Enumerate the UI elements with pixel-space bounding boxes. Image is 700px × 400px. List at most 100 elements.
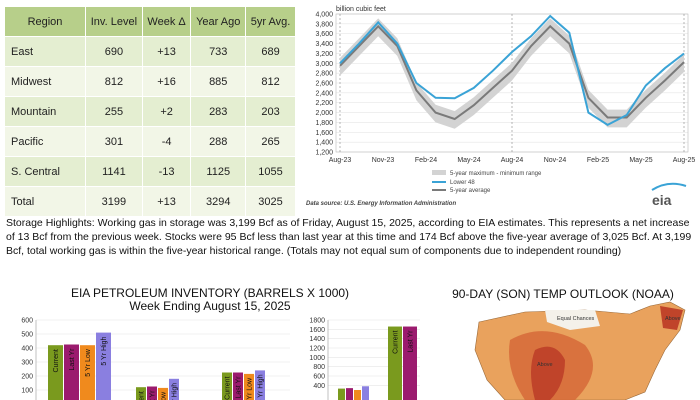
- series-5yr-average: [339, 24, 685, 121]
- cell-region: East: [4, 36, 86, 67]
- cell-value: 3199: [85, 186, 143, 217]
- table-row: Midwest 812 +16 885 812: [4, 66, 296, 97]
- strong-above-region: [531, 346, 565, 400]
- legend-lower48: Lower 48: [450, 180, 475, 186]
- petro-y-tick: 500: [21, 332, 33, 339]
- legend-avg: 5-year average: [450, 188, 491, 194]
- cell-value: 689: [245, 36, 296, 67]
- petro-bar-label: Last Yr: [150, 390, 157, 400]
- cell-value: 301: [85, 126, 143, 157]
- petro-y-tick: 600: [313, 374, 325, 381]
- y-tick-label: 2,600: [315, 81, 333, 88]
- y-tick-label: 3,400: [315, 41, 333, 48]
- petro-bar-label: Current: [393, 330, 400, 353]
- table-row: Mountain 255 +2 283 203: [4, 96, 296, 127]
- x-tick-label: Nov-23: [372, 157, 395, 164]
- temp-outlook-map: Equal Chances Above Above: [474, 301, 686, 400]
- x-tick-label: May-25: [629, 157, 652, 164]
- cell-value: 1125: [190, 156, 247, 187]
- y-tick-label: 1,600: [315, 130, 333, 137]
- y-tick-label: 1,800: [315, 120, 333, 127]
- storage-chart-y-ticks: 4,000 3,800 3,600 3,400 3,200 3,000 2,800 2,600…: [315, 12, 333, 157]
- petro-y-tick: 100: [21, 388, 33, 395]
- storage-chart: billion cubic feet 4,000 3,800 3,600 3,400 3…: [306, 6, 696, 208]
- petro-bar-label: 5 Yr Low: [247, 377, 254, 400]
- petro-y-tick: 1800: [309, 318, 325, 325]
- y-tick-label: 1,400: [315, 140, 333, 147]
- cell-region: S. Central: [4, 156, 86, 187]
- petro-bar: [354, 390, 361, 400]
- petro-bar: [64, 344, 79, 400]
- petro-bar: [403, 326, 417, 400]
- petro-bar: [169, 378, 179, 400]
- petro-bar: [147, 386, 157, 400]
- petroleum-title: EIA PETROLEUM INVENTORY (BARRELS X 1000)…: [60, 287, 360, 313]
- cell-region: Pacific: [4, 126, 86, 157]
- petro-bar-label: 5 Yr Low: [85, 348, 92, 376]
- petro-bar-label: 5 Yr High: [101, 337, 108, 366]
- cell-value: -4: [141, 126, 192, 157]
- petro-bar: [244, 373, 254, 400]
- table-row-total: Total 3199 +13 3294 3025: [4, 186, 296, 217]
- petro-y-tick: 800: [313, 364, 325, 371]
- table-row: East 690 +13 733 689: [4, 36, 296, 67]
- x-tick-label: Aug-25: [673, 157, 696, 164]
- petro-y-tick: 400: [21, 346, 33, 353]
- x-tick-label: Aug-23: [329, 157, 352, 164]
- petro-bar: [233, 372, 243, 400]
- cell-value: +13: [141, 186, 192, 217]
- petro-bar: [158, 387, 168, 400]
- x-tick-label: Aug-24: [501, 157, 524, 164]
- table-row: S. Central 1141 -13 1125 1055: [4, 156, 296, 187]
- petro-bar: [388, 326, 402, 400]
- petro-bar: [362, 386, 369, 400]
- petro-bar: [346, 388, 353, 400]
- label-above-ne: Above: [665, 316, 681, 322]
- petro-bar-label: 5 Yr High: [258, 374, 265, 400]
- storage-table: Region Inv. Level Week Δ Year Ago 5yr Av…: [4, 6, 296, 217]
- petro-bar: [338, 388, 345, 400]
- storage-highlights: Storage Highlights: Working gas in stora…: [6, 217, 692, 257]
- label-above: Above: [537, 362, 553, 368]
- petro-bar: [255, 370, 265, 400]
- petro-bar-label: Current: [139, 391, 146, 400]
- series-lower-48: [339, 14, 685, 127]
- y-tick-label: 2,400: [315, 90, 333, 97]
- section-divider: [0, 270, 700, 271]
- petro-bar: [96, 332, 111, 400]
- eia-logo: eia: [651, 182, 687, 208]
- petro-y-tick: 300: [21, 360, 33, 367]
- petro-y-tick: 1200: [309, 346, 325, 353]
- petro-y-tick: 1600: [309, 327, 325, 334]
- cell-value: 1055: [245, 156, 296, 187]
- data-source: Data source: U.S. Energy Information Adm…: [306, 201, 456, 207]
- legend-range: 5-year maximum - minimum range: [450, 171, 542, 177]
- cell-value: +16: [141, 66, 192, 97]
- northeast-above-region: [660, 306, 683, 330]
- table-header-row: Region Inv. Level Week Δ Year Ago 5yr Av…: [4, 6, 296, 37]
- header-year-ago: Year Ago: [190, 6, 247, 37]
- petroleum-title-line2: Week Ending August 15, 2025: [129, 299, 291, 313]
- table-row: Pacific 301 -4 288 265: [4, 126, 296, 157]
- eia-logo-text: eia: [652, 192, 672, 208]
- petro-bar-label: 5 Yr Low: [161, 391, 168, 400]
- y-tick-label: 3,000: [315, 61, 333, 68]
- cell-region: Mountain: [4, 96, 86, 127]
- cell-value: 733: [190, 36, 247, 67]
- petro-bar-label: Current: [53, 349, 60, 372]
- petro-y-tick: 200: [21, 374, 33, 381]
- petro-bar-label: Last Yr: [236, 376, 243, 399]
- unit-label: billion cubic feet: [336, 6, 386, 13]
- petro-bar-label: Current: [225, 376, 232, 399]
- cell-value: 203: [245, 96, 296, 127]
- y-tick-label: 4,000: [315, 12, 333, 19]
- x-tick-label: Nov-24: [544, 157, 567, 164]
- header-5yr-avg: 5yr Avg.: [245, 6, 296, 37]
- cell-value: 885: [190, 66, 247, 97]
- petro-bar-label: Last Yr: [69, 348, 76, 371]
- cell-value: -13: [141, 156, 192, 187]
- equal-chances-region: [545, 310, 600, 330]
- cell-value: 690: [85, 36, 143, 67]
- petro-bar-label: 5 Yr High: [172, 383, 179, 400]
- y-tick-label: 1,200: [315, 150, 333, 157]
